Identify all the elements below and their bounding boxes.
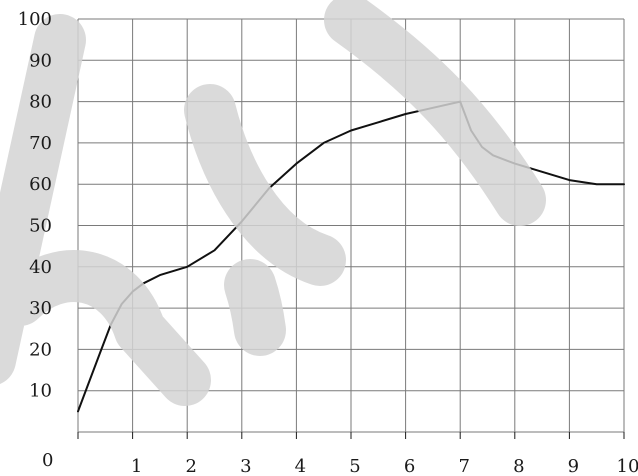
x-tick-label: 8: [513, 456, 524, 476]
x-tick-label: 5: [349, 456, 360, 476]
y-tick-label: 40: [29, 257, 52, 278]
y-tick-label: 50: [29, 216, 52, 237]
x-tick-label: 4: [295, 456, 306, 476]
x-tick-label: 0: [42, 450, 53, 471]
watermark: [0, 0, 546, 406]
x-tick-label: 7: [458, 456, 469, 476]
x-tick-label: 6: [404, 456, 415, 476]
y-tick-label: 70: [29, 133, 52, 154]
x-tick-label: 2: [185, 456, 196, 476]
y-tick-label: 100: [18, 9, 52, 30]
grid: [77, 18, 625, 433]
y-tick-label: 90: [29, 50, 52, 71]
y-tick-label: 20: [29, 339, 52, 360]
axis-ticks: [77, 432, 625, 439]
x-tick-label: 3: [240, 456, 251, 476]
watermark-stroke-middle: [184, 84, 346, 356]
watermark-stroke-right: [324, 0, 546, 226]
y-tick-label: 30: [29, 298, 52, 319]
y-tick-label: 60: [29, 174, 52, 195]
watermark-stroke-left: [0, 14, 211, 406]
x-tick-label: 1: [131, 456, 142, 476]
tick-labels: 0 1 2 3 4 5 6 7 8 9 10 10 20 30 40 50 60 70 80 90 100: [18, 9, 638, 476]
y-tick-label: 80: [29, 92, 52, 113]
x-tick-label: 10: [617, 456, 638, 476]
x-tick-label: 9: [568, 456, 579, 476]
y-tick-label: 10: [29, 381, 52, 402]
